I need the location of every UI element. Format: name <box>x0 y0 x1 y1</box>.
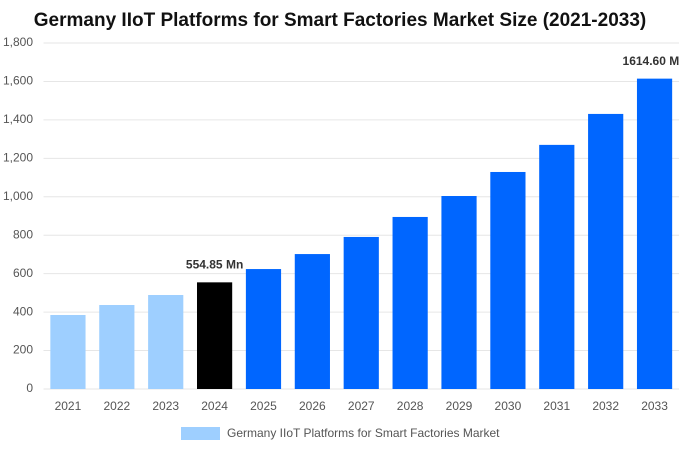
x-tick-label: 2024 <box>201 399 228 413</box>
x-tick-label: 2032 <box>592 399 619 413</box>
x-tick-label: 2029 <box>446 399 473 413</box>
bar <box>99 304 135 389</box>
chart-title: Germany IIoT Platforms for Smart Factori… <box>34 10 646 31</box>
legend-swatch <box>181 427 220 440</box>
bar <box>392 216 428 389</box>
x-tick-label: 2031 <box>543 399 570 413</box>
bar <box>50 314 86 389</box>
y-tick-label: 800 <box>13 227 33 241</box>
y-tick-label: 400 <box>13 304 33 318</box>
bar <box>343 236 379 389</box>
bar <box>441 196 477 389</box>
x-tick-label: 2033 <box>641 399 668 413</box>
x-tick-label: 2025 <box>250 399 277 413</box>
data-label: 554.85 Mn <box>186 258 243 272</box>
x-tick-label: 2022 <box>103 399 130 413</box>
x-tick-label: 2028 <box>397 399 424 413</box>
bar <box>245 269 282 389</box>
bar <box>294 254 330 389</box>
x-tick-label: 2023 <box>152 399 179 413</box>
bar <box>490 171 526 389</box>
bar <box>196 282 233 389</box>
bar <box>588 113 624 390</box>
y-tick-label: 1,200 <box>3 151 33 165</box>
bar <box>636 78 673 389</box>
data-label: 1614.60 Mn <box>623 54 680 68</box>
y-tick-label: 1,800 <box>3 35 33 49</box>
y-tick-label: 0 <box>26 381 33 395</box>
bar <box>148 295 184 389</box>
x-tick-label: 2026 <box>299 399 326 413</box>
y-tick-label: 200 <box>13 343 33 357</box>
x-tick-label: 2027 <box>348 399 375 413</box>
y-tick-label: 1,400 <box>3 112 33 126</box>
y-tick-label: 1,600 <box>3 74 33 88</box>
y-tick-label: 600 <box>13 266 33 280</box>
y-tick-label: 1,000 <box>3 189 33 203</box>
x-tick-label: 2021 <box>55 399 82 413</box>
bar <box>539 144 575 389</box>
legend-label: Germany IIoT Platforms for Smart Factori… <box>227 426 500 440</box>
x-tick-label: 2030 <box>495 399 522 413</box>
